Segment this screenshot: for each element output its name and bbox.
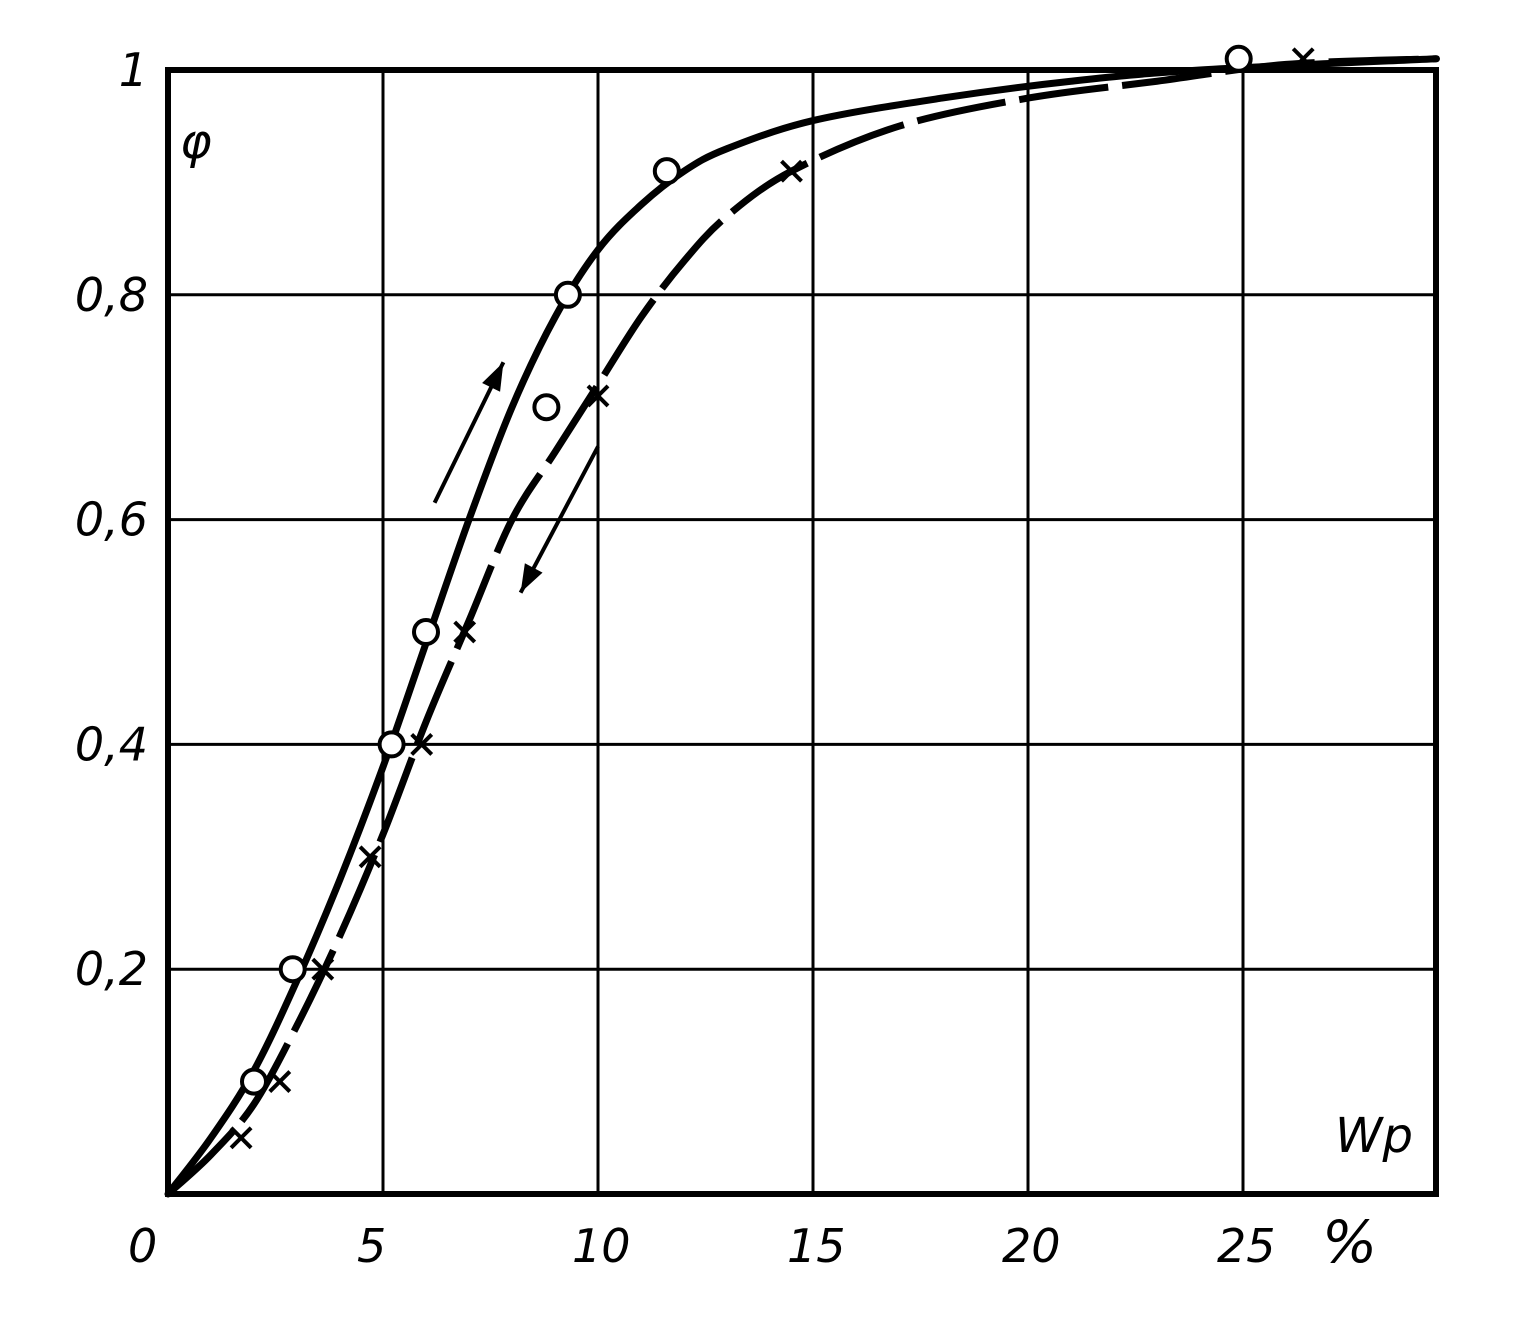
marker-circle bbox=[532, 393, 561, 422]
marker-cross bbox=[780, 159, 803, 183]
marker-circle bbox=[1224, 44, 1253, 73]
marker-circle bbox=[412, 618, 440, 646]
y-tick-label: 0,2 bbox=[75, 942, 148, 996]
marker-cross bbox=[358, 845, 382, 869]
x-axis-label: Wp bbox=[1335, 1108, 1413, 1164]
marker-cross bbox=[268, 1070, 292, 1094]
marker-cross-stroke bbox=[311, 957, 335, 981]
grid-lines bbox=[168, 70, 1438, 1194]
marker-cross-stroke bbox=[780, 159, 803, 183]
y-tick-label: 1 bbox=[119, 43, 148, 97]
plot-frame bbox=[165, 67, 1439, 1197]
marker-circle bbox=[652, 157, 681, 186]
marker-circle bbox=[278, 955, 307, 984]
marker-cross-stroke bbox=[586, 384, 610, 408]
curve-solid-up bbox=[164, 55, 1440, 1198]
arrow-head bbox=[520, 563, 543, 593]
marker-cross bbox=[229, 1126, 253, 1150]
x-tick-labels: 0 5 10 15 20 25 bbox=[128, 1219, 1276, 1273]
marker-cross bbox=[311, 957, 335, 981]
x-tick-label: 15 bbox=[787, 1219, 846, 1273]
marker-cross bbox=[453, 620, 477, 644]
marker-cross bbox=[1291, 47, 1315, 71]
marker-cross-stroke bbox=[229, 1126, 253, 1150]
marker-cross-stroke bbox=[358, 845, 382, 869]
marker-cross-stroke bbox=[410, 732, 434, 756]
y-axis-label: φ bbox=[180, 114, 212, 170]
x-tick-label: 5 bbox=[357, 1219, 386, 1273]
marker-cross-stroke bbox=[268, 1070, 292, 1094]
marker-cross bbox=[586, 384, 610, 408]
marker-cross-stroke bbox=[1291, 47, 1315, 71]
x-tick-label: 25 bbox=[1217, 1219, 1276, 1273]
curve-dashed-down bbox=[165, 55, 1437, 1197]
marker-circle bbox=[377, 730, 406, 759]
marker-circle bbox=[553, 280, 582, 309]
arrow-head bbox=[482, 362, 504, 392]
arrow-down bbox=[518, 445, 600, 594]
y-tick-label: 0,6 bbox=[75, 493, 148, 547]
y-tick-labels: 0,2 0,4 0,6 0,8 1 bbox=[75, 43, 148, 996]
y-tick-label: 0,4 bbox=[75, 717, 148, 771]
arrow-up bbox=[432, 361, 506, 504]
marker-cross bbox=[410, 732, 434, 756]
x-tick-label: 20 bbox=[1002, 1219, 1061, 1273]
x-tick-label: 0 bbox=[128, 1219, 157, 1273]
marker-cross-stroke bbox=[453, 620, 477, 644]
x-unit-label: % bbox=[1322, 1208, 1377, 1276]
data-markers bbox=[229, 44, 1315, 1150]
direction-arrows bbox=[432, 361, 600, 594]
x-tick-label: 10 bbox=[572, 1219, 631, 1273]
curves bbox=[164, 55, 1440, 1198]
y-tick-label: 0,8 bbox=[75, 268, 148, 322]
marker-circle bbox=[240, 1067, 268, 1096]
